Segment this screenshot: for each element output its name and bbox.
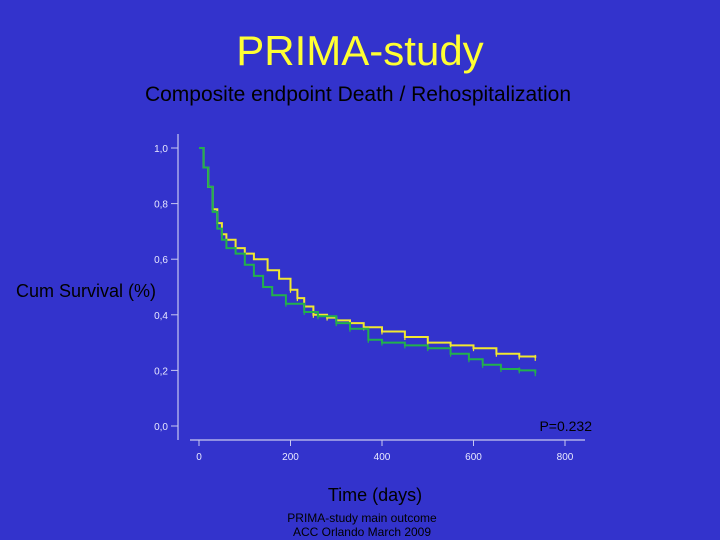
chart-series [199, 147, 537, 377]
x-tick-label: 0 [196, 452, 202, 463]
footnote: PRIMA-study main outcome ACC Orlando Mar… [0, 511, 720, 539]
x-tick-label: 600 [465, 452, 482, 463]
survival-curve-2 [199, 147, 537, 374]
x-tick-label: 400 [374, 452, 391, 463]
x-axis-label: Time (days) [327, 485, 423, 505]
page-subtitle: Composite endpoint Death / Rehospitaliza… [144, 83, 572, 106]
x-tick-label: 800 [557, 452, 574, 463]
x-tick-label: 200 [282, 452, 299, 463]
chart-axes: 0,0 0,2 0,4 0,6 0,8 1,0 0 200 400 600 800 [154, 134, 585, 463]
y-axis-label: Cum Survival (%) [16, 281, 157, 301]
survival-curve-1 [199, 147, 537, 358]
footnote-line-1: PRIMA-study main outcome [287, 511, 437, 525]
y-tick-label: 0,0 [154, 422, 168, 433]
y-tick-label: 0,4 [154, 311, 168, 322]
y-tick-label: 0,2 [154, 366, 168, 377]
y-tick-label: 0,6 [154, 255, 168, 266]
footnote-line-2: ACC Orlando March 2009 [292, 525, 432, 539]
page-title: PRIMA-study [236, 27, 484, 74]
y-tick-label: 0,8 [154, 200, 168, 211]
p-value-annotation: P=0.232 [539, 418, 592, 434]
y-tick-label: 1,0 [154, 144, 168, 155]
